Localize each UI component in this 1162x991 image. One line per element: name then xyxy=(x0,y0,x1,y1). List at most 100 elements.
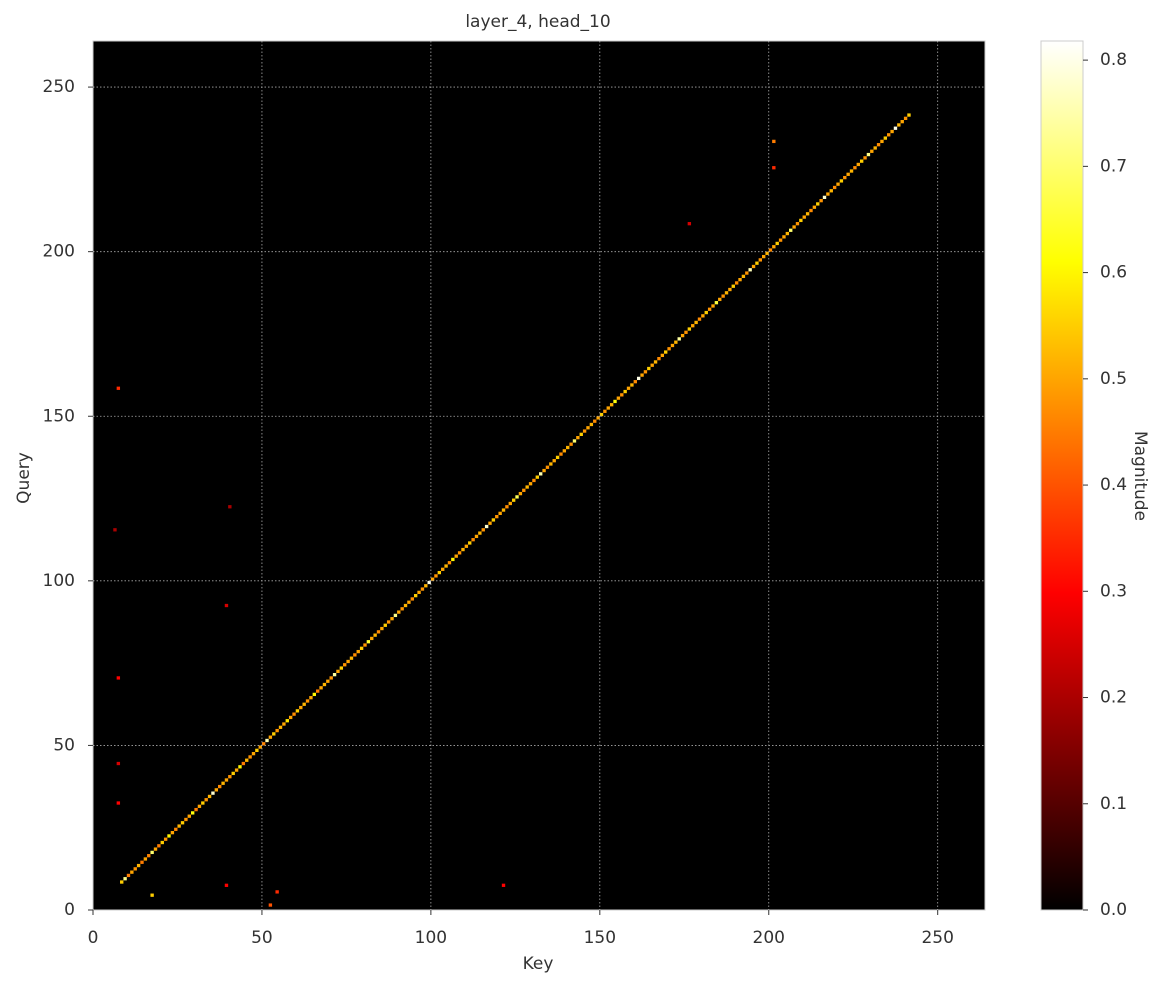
plot-frame xyxy=(92,40,986,911)
heatmap-cell xyxy=(268,903,273,907)
heatmap-cell xyxy=(772,245,776,249)
heatmap-cell xyxy=(620,393,624,397)
heatmap-cell xyxy=(812,205,817,209)
colorbar-tick-label: 0.1 xyxy=(1100,794,1127,814)
heatmap-cell xyxy=(295,709,300,713)
heatmap-cell xyxy=(349,656,354,660)
heatmap-cell xyxy=(180,821,185,825)
heatmap-cell xyxy=(302,702,306,706)
heatmap-cell xyxy=(332,673,337,677)
heatmap-cell xyxy=(309,696,313,700)
y-tick-label: 100 xyxy=(43,571,75,591)
heatmap-cell xyxy=(258,745,262,749)
heatmap-cell xyxy=(326,679,330,683)
heatmap-cell xyxy=(731,284,735,288)
heatmap-cell xyxy=(245,758,249,762)
heatmap-cell xyxy=(664,350,668,354)
heatmap-cell xyxy=(190,811,195,815)
heatmap-cell xyxy=(116,676,121,680)
heatmap-cell xyxy=(481,528,485,532)
heatmap-cell xyxy=(522,488,526,492)
heatmap-cell xyxy=(238,765,242,769)
colorbar-tick-label: 0.0 xyxy=(1100,900,1127,920)
heatmap-cell xyxy=(832,185,837,190)
y-tick-label: 0 xyxy=(64,900,75,920)
heatmap-cell xyxy=(684,330,688,334)
heatmap-cell xyxy=(890,129,894,134)
heatmap-cell xyxy=(329,676,333,680)
heatmap-cell xyxy=(630,383,634,387)
colorbar-tick-label: 0.6 xyxy=(1100,263,1127,283)
heatmap-cell xyxy=(150,893,154,897)
heatmap-cell xyxy=(768,248,773,252)
heatmap-cell xyxy=(539,472,543,476)
heatmap-cell xyxy=(478,531,482,535)
heatmap-cell xyxy=(677,337,681,341)
heatmap-cell xyxy=(836,182,840,186)
y-tick-label: 150 xyxy=(43,406,75,426)
heatmap-cell xyxy=(667,347,671,351)
heatmap-cell xyxy=(356,649,360,654)
heatmap-cell xyxy=(288,715,293,720)
heatmap-cell xyxy=(434,574,438,578)
heatmap-cell xyxy=(680,333,685,338)
colorbar-label: Magnitude xyxy=(1130,431,1150,521)
heatmap-cell xyxy=(846,172,850,176)
colorbar-gradient xyxy=(1040,40,1084,911)
heatmap-cell xyxy=(143,857,148,861)
heatmap-cell xyxy=(897,123,901,127)
heatmap-cell xyxy=(772,139,776,144)
heatmap-cell xyxy=(157,844,161,848)
heatmap-cell xyxy=(130,870,134,874)
heatmap-cell xyxy=(555,455,560,460)
heatmap-cell xyxy=(762,254,766,259)
heatmap-cell xyxy=(697,317,702,321)
heatmap-cell xyxy=(126,873,131,878)
heatmap-cell xyxy=(204,798,208,802)
heatmap-cell xyxy=(234,768,239,772)
heatmap-cell xyxy=(525,485,529,489)
heatmap-cell xyxy=(792,225,796,229)
heatmap-cell xyxy=(569,442,573,446)
heatmap-cell xyxy=(241,761,246,766)
heatmap-cell xyxy=(839,179,844,183)
colorbar-tick-label: 0.4 xyxy=(1100,475,1127,495)
heatmap-cell xyxy=(887,133,891,137)
x-tick-label: 50 xyxy=(251,928,273,948)
heatmap-cell xyxy=(589,422,594,427)
heatmap-cell xyxy=(285,719,289,723)
heatmap-cell xyxy=(201,801,205,805)
heatmap-cell xyxy=(370,636,374,641)
heatmap-cell xyxy=(441,567,445,571)
heatmap-cell xyxy=(136,863,141,868)
heatmap-cell xyxy=(282,722,286,726)
heatmap-cell xyxy=(116,761,121,766)
heatmap-cell xyxy=(177,824,181,828)
heatmap-cell xyxy=(400,607,404,611)
heatmap-cell xyxy=(650,363,654,367)
heatmap-cell xyxy=(471,538,475,542)
colorbar-tick-label: 0.5 xyxy=(1100,369,1127,389)
heatmap-cell xyxy=(373,633,377,637)
heatmap-cell xyxy=(707,307,712,311)
heatmap-cell xyxy=(224,603,229,608)
heatmap-cell xyxy=(140,860,144,864)
heatmap-cell xyxy=(197,804,202,808)
heatmap-cell xyxy=(160,840,164,845)
heatmap-cell xyxy=(863,156,867,160)
heatmap-cell xyxy=(194,807,198,812)
heatmap-cell xyxy=(670,343,675,348)
y-axis-label: Query xyxy=(14,452,34,504)
heatmap-cell xyxy=(305,699,310,703)
heatmap-cell xyxy=(454,554,458,558)
heatmap-cell xyxy=(508,501,512,506)
heatmap-cell xyxy=(741,274,746,278)
heatmap-cell xyxy=(609,403,614,407)
heatmap-cell xyxy=(532,478,536,483)
heatmap-cell xyxy=(343,663,347,667)
heatmap-cell xyxy=(363,643,367,647)
heatmap-cell xyxy=(167,834,171,838)
heatmap-cell xyxy=(853,166,857,170)
heatmap-cell xyxy=(150,850,154,855)
